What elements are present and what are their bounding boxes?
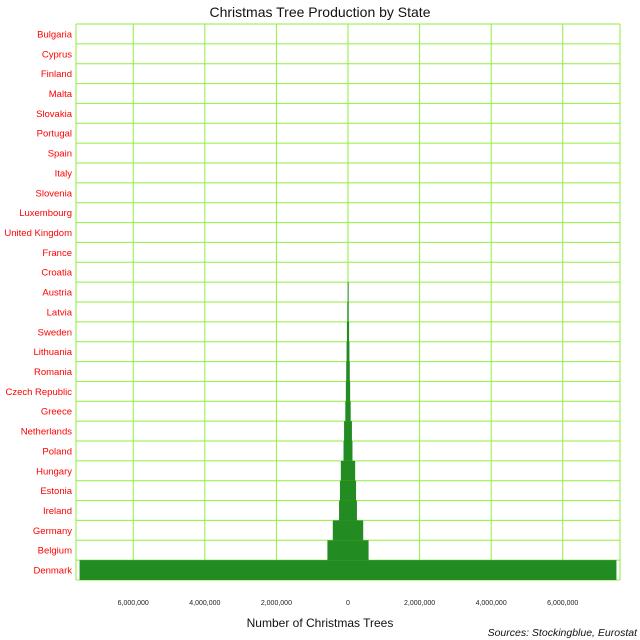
category-labels: Bulgaria Cyprus Finland Malta Slovakia Portug… <box>4 29 72 576</box>
bar-romania <box>346 361 350 382</box>
category-label-italy: Italy <box>55 168 73 179</box>
x-tick-label: 2,000,000 <box>261 600 292 607</box>
category-label-bulgaria: Bulgaria <box>37 29 73 40</box>
category-label-austria: Austria <box>42 288 72 299</box>
bar-hungary <box>340 460 356 481</box>
bar-netherlands <box>344 421 352 441</box>
category-label-latvia: Latvia <box>47 307 73 318</box>
category-label-sweden: Sweden <box>38 327 72 338</box>
category-label-croatia: Croatia <box>41 268 72 279</box>
category-label-united-kingdom: United Kingdom <box>4 228 72 239</box>
category-label-germany: Germany <box>33 526 72 537</box>
category-label-cyprus: Cyprus <box>42 49 72 60</box>
source-note: Sources: Stockingblue, Eurostat <box>488 627 638 639</box>
bar-austria <box>347 282 349 302</box>
bar-poland <box>343 441 353 461</box>
category-label-portugal: Portugal <box>37 129 72 140</box>
category-label-poland: Poland <box>42 446 72 457</box>
category-label-romania: Romania <box>34 367 73 378</box>
category-label-malta: Malta <box>49 89 73 100</box>
bar-denmark <box>79 560 617 580</box>
bar-sweden <box>346 321 350 342</box>
bar-lithuania <box>346 341 350 362</box>
bar-belgium <box>327 540 369 561</box>
category-label-france: France <box>42 248 72 259</box>
x-tick-label: 2,000,000 <box>404 600 435 607</box>
category-label-spain: Spain <box>48 149 72 160</box>
category-label-greece: Greece <box>41 407 72 418</box>
x-tick-label: 4,000,000 <box>476 600 507 607</box>
bar-estonia <box>339 480 357 501</box>
category-label-luxembourg: Luxembourg <box>19 208 72 219</box>
x-tick-label: 6,000,000 <box>547 600 578 607</box>
bar-czech-republic <box>345 381 351 402</box>
category-label-ireland: Ireland <box>43 506 72 517</box>
category-label-slovakia: Slovakia <box>36 109 73 120</box>
category-label-denmark: Denmark <box>33 566 72 577</box>
x-tick-label: 4,000,000 <box>189 600 220 607</box>
bars <box>79 282 617 580</box>
x-tick-label: 6,000,000 <box>118 600 149 607</box>
bar-latvia <box>347 302 349 322</box>
bar-ireland <box>339 500 357 521</box>
bar-germany <box>332 520 364 541</box>
category-label-finland: Finland <box>41 69 72 80</box>
x-tick-label: 0 <box>346 600 350 607</box>
bar-greece <box>345 401 351 422</box>
category-label-czech-republic: Czech Republic <box>5 387 72 398</box>
category-label-netherlands: Netherlands <box>21 427 72 438</box>
category-label-slovenia: Slovenia <box>36 188 73 199</box>
chart-title: Christmas Tree Production by State <box>210 4 431 20</box>
x-tick-labels: 6,000,000 4,000,000 2,000,000 0 2,000,000 4,0… <box>118 600 579 607</box>
category-label-belgium: Belgium <box>38 546 72 557</box>
category-label-estonia: Estonia <box>40 486 72 497</box>
category-label-hungary: Hungary <box>36 466 72 477</box>
category-label-lithuania: Lithuania <box>33 347 72 358</box>
x-axis-title: Number of Christmas Trees <box>247 616 394 630</box>
